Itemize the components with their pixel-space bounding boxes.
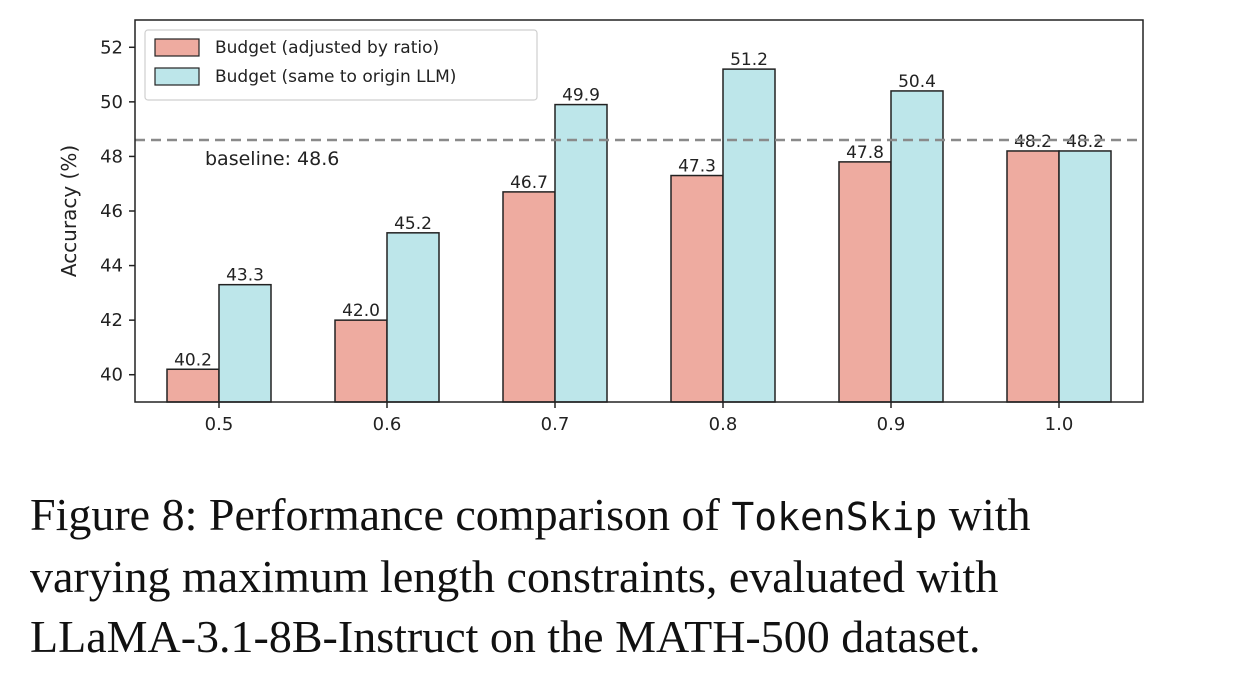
y-tick-label: 44 xyxy=(100,256,123,277)
legend-swatch-adjusted xyxy=(154,38,200,57)
legend-label-same: Budget (same to origin LLM) xyxy=(215,67,456,87)
x-tick-label: 0.8 xyxy=(709,414,738,435)
caption-line-1: Figure 8: Performance comparison of Toke… xyxy=(30,485,1220,547)
bar-value-label: 42.0 xyxy=(342,301,380,321)
bar-value-label: 47.3 xyxy=(678,157,716,177)
x-tick-label: 0.6 xyxy=(373,414,402,435)
bar-same-0.5 xyxy=(218,283,272,403)
legend-swatch-same xyxy=(154,67,200,86)
x-tick-label: 0.9 xyxy=(877,414,906,435)
caption-suffix: with xyxy=(937,489,1031,540)
bar-value-label: 48.2 xyxy=(1066,132,1104,152)
bar-value-label: 40.2 xyxy=(174,350,212,370)
caption-method-name: TokenSkip xyxy=(731,495,938,539)
plot-frame xyxy=(134,19,1144,403)
bar-value-label: 50.4 xyxy=(898,72,936,92)
legend-label-adjusted: Budget (adjusted by ratio) xyxy=(215,38,439,58)
y-tick-label: 46 xyxy=(100,201,123,222)
legend: Budget (adjusted by ratio) Budget (same … xyxy=(144,29,538,101)
y-tick-label: 40 xyxy=(100,365,123,386)
bar-value-label: 46.7 xyxy=(510,173,548,193)
y-tick-label: 48 xyxy=(100,146,123,167)
x-ticks-group: 0.5 0.6 0.7 0.8 0.9 1.0 xyxy=(205,402,1074,435)
y-ticks-group: 40 42 44 46 48 50 52 xyxy=(100,37,135,386)
bars-group xyxy=(166,68,1112,403)
legend-box xyxy=(144,29,538,101)
bar-labels-group: 40.2 43.3 42.0 45.2 46.7 49.9 47.3 51.2 47.8 50.4… xyxy=(174,50,1104,370)
baseline-label: baseline: 48.6 xyxy=(205,148,339,170)
bar-adjusted-0.8 xyxy=(670,174,724,403)
bar-same-0.8 xyxy=(722,68,776,403)
bar-adjusted-0.6 xyxy=(334,319,388,403)
caption-prefix: Figure 8: Performance comparison of xyxy=(30,489,732,540)
bar-value-label: 45.2 xyxy=(394,214,432,234)
x-tick-label: 0.7 xyxy=(541,414,570,435)
y-tick-label: 42 xyxy=(100,310,123,331)
bar-value-label: 48.2 xyxy=(1014,132,1052,152)
bar-same-0.9 xyxy=(890,90,944,403)
bar-value-label: 47.8 xyxy=(846,143,884,163)
bar-value-label: 43.3 xyxy=(226,266,264,286)
bar-same-0.6 xyxy=(386,232,440,403)
caption-line-3: LLaMA-3.1-8B-Instruct on the MATH-500 da… xyxy=(30,611,981,662)
caption-line-2: varying maximum length constraints, eval… xyxy=(30,551,999,602)
bar-value-label: 51.2 xyxy=(730,50,768,70)
bar-adjusted-0.5 xyxy=(166,368,220,403)
figure-caption: Figure 8: Performance comparison of Toke… xyxy=(30,485,1220,667)
x-tick-label: 0.5 xyxy=(205,414,234,435)
bar-chart: 40.2 43.3 42.0 45.2 46.7 49.9 47.3 51.2 47.8 50.4… xyxy=(57,19,1144,435)
bar-value-label: 49.9 xyxy=(562,86,600,106)
y-axis-label: Accuracy (%) xyxy=(57,145,81,277)
bar-adjusted-1.0 xyxy=(1006,150,1060,403)
y-tick-label: 50 xyxy=(100,92,123,113)
bar-adjusted-0.7 xyxy=(502,191,556,403)
bar-same-1.0 xyxy=(1058,150,1112,403)
y-tick-label: 52 xyxy=(100,37,123,58)
x-tick-label: 1.0 xyxy=(1045,414,1074,435)
bar-same-0.7 xyxy=(554,103,608,403)
bar-adjusted-0.9 xyxy=(838,161,892,403)
